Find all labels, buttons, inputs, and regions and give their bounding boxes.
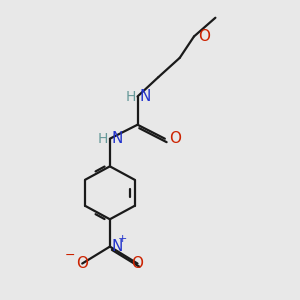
- Text: O: O: [169, 131, 181, 146]
- Text: +: +: [118, 234, 127, 244]
- Text: N: N: [111, 239, 123, 254]
- Text: H: H: [126, 89, 136, 103]
- Text: N: N: [139, 89, 150, 104]
- Text: −: −: [64, 249, 75, 262]
- Text: O: O: [131, 256, 143, 271]
- Text: O: O: [198, 29, 210, 44]
- Text: H: H: [98, 132, 108, 146]
- Text: O: O: [76, 256, 88, 271]
- Text: N: N: [111, 131, 123, 146]
